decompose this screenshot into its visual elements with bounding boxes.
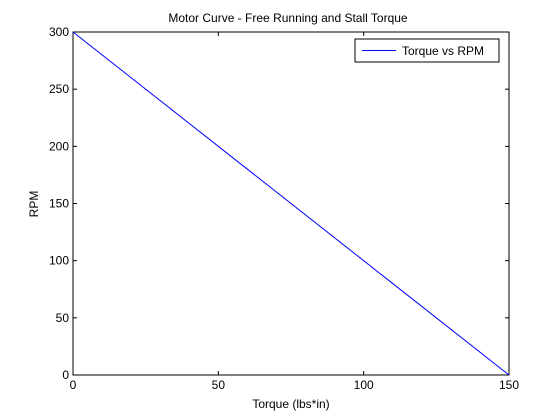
series-line: [72, 31, 510, 376]
y-tick-label: 300: [49, 25, 69, 39]
legend-box: [354, 38, 500, 63]
y-axis: 0 50 100 150 200 250 300: [49, 25, 509, 382]
y-tick-label: 0: [62, 368, 69, 382]
y-axis-label: RPM: [27, 191, 41, 218]
x-axis: 0 50 100 150: [70, 32, 519, 392]
y-tick-label: 200: [49, 139, 69, 153]
y-tick-label: 150: [49, 197, 69, 211]
x-tick-label: 100: [354, 378, 374, 392]
y-tick-label: 50: [56, 311, 70, 325]
legend: Torque vs RPM: [354, 38, 500, 63]
series-layer: [72, 31, 510, 376]
x-tick-label: 50: [212, 378, 226, 392]
x-tick-label: 0: [70, 378, 77, 392]
legend-label: Torque vs RPM: [402, 44, 484, 58]
x-axis-label: Torque (lbs*in): [252, 397, 329, 411]
y-tick-label: 250: [49, 82, 69, 96]
x-tick-label: 150: [499, 378, 519, 392]
chart-title: Motor Curve - Free Running and Stall Tor…: [168, 11, 408, 25]
y-tick-label: 100: [49, 254, 69, 268]
